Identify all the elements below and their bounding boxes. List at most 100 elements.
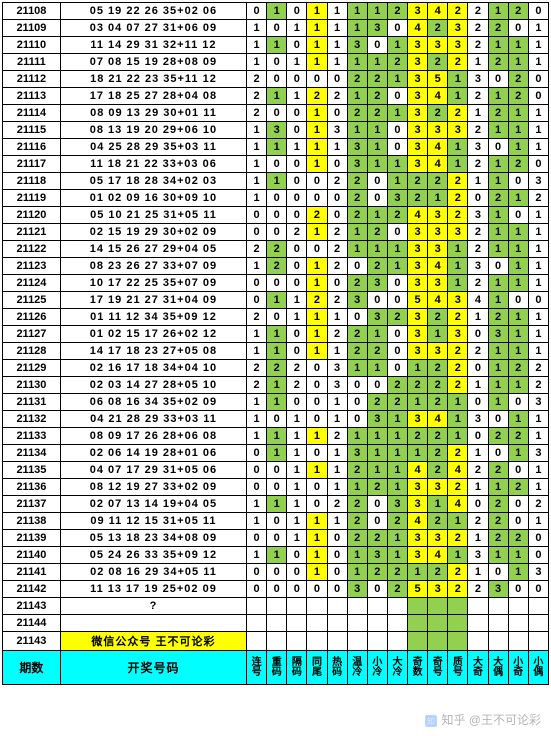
stat-cell: 2 bbox=[367, 105, 387, 122]
stat-cell: 3 bbox=[428, 275, 448, 292]
stat-cell: 1 bbox=[528, 309, 548, 326]
stat-cell bbox=[468, 615, 488, 632]
stat-cell: 1 bbox=[428, 326, 448, 343]
stat-cell: 1 bbox=[448, 411, 468, 428]
stat-cell: 1 bbox=[387, 37, 407, 54]
stat-cell: 2 bbox=[448, 54, 468, 71]
stat-cell: 2 bbox=[428, 564, 448, 581]
stat-cell: 0 bbox=[528, 71, 548, 88]
period-cell: 21136 bbox=[3, 479, 61, 496]
stat-header: 奇号 bbox=[428, 651, 448, 685]
stat-cell bbox=[307, 632, 327, 651]
stat-cell bbox=[347, 632, 367, 651]
stat-cell: 2 bbox=[488, 20, 508, 37]
stat-cell: 3 bbox=[448, 20, 468, 37]
stat-cell: 2 bbox=[408, 428, 428, 445]
stat-cell: 1 bbox=[307, 3, 327, 20]
stat-cell: 0 bbox=[387, 326, 407, 343]
data-row: 2112005 10 21 25 31+05 11000202124323101 bbox=[3, 207, 549, 224]
stat-cell: 1 bbox=[488, 547, 508, 564]
period-cell: 21131 bbox=[3, 394, 61, 411]
stat-cell: 3 bbox=[367, 547, 387, 564]
stat-cell: 2 bbox=[448, 105, 468, 122]
stat-cell: 1 bbox=[367, 139, 387, 156]
data-row: 2112701 02 15 17 26+02 12110122103130311 bbox=[3, 326, 549, 343]
stat-cell: 1 bbox=[528, 139, 548, 156]
stat-header: 隔码 bbox=[287, 651, 307, 685]
stat-cell: 1 bbox=[488, 156, 508, 173]
data-row: 2113905 13 18 23 34+08 09001102213321220 bbox=[3, 530, 549, 547]
stat-cell: 0 bbox=[287, 105, 307, 122]
stat-cell: 1 bbox=[287, 411, 307, 428]
period-cell: 21139 bbox=[3, 530, 61, 547]
period-cell: 21138 bbox=[3, 513, 61, 530]
stat-cell: 1 bbox=[528, 54, 548, 71]
stat-cell: 2 bbox=[488, 105, 508, 122]
stat-cell bbox=[347, 598, 367, 615]
stat-cell: 0 bbox=[327, 156, 347, 173]
stat-cell bbox=[367, 615, 387, 632]
stat-cell: 0 bbox=[307, 173, 327, 190]
period-cell: 21109 bbox=[3, 20, 61, 37]
stat-cell: 3 bbox=[428, 37, 448, 54]
stat-cell: 3 bbox=[387, 496, 407, 513]
stat-cell: 3 bbox=[347, 292, 367, 309]
stat-cell: 0 bbox=[287, 156, 307, 173]
lotto-cell: 01 02 15 17 26+02 12 bbox=[60, 326, 246, 343]
stat-cell: 1 bbox=[387, 479, 407, 496]
stat-cell: 0 bbox=[528, 547, 548, 564]
stat-cell: 1 bbox=[247, 496, 267, 513]
stat-cell: 2 bbox=[488, 54, 508, 71]
stat-header: 温冷 bbox=[347, 651, 367, 685]
stat-cell: 0 bbox=[267, 513, 287, 530]
stat-cell: 1 bbox=[528, 241, 548, 258]
data-row: 2110903 04 07 27 31+06 09101111304232201 bbox=[3, 20, 549, 37]
stat-cell: 2 bbox=[528, 190, 548, 207]
stat-cell: 1 bbox=[367, 122, 387, 139]
lotto-cell: 08 09 13 29 30+01 11 bbox=[60, 105, 246, 122]
stat-cell: 2 bbox=[428, 394, 448, 411]
stat-cell bbox=[408, 632, 428, 651]
stat-cell: 1 bbox=[247, 394, 267, 411]
stat-cell: 1 bbox=[287, 496, 307, 513]
stat-cell: 4 bbox=[428, 411, 448, 428]
stat-cell: 5 bbox=[428, 71, 448, 88]
period-cell: 21113 bbox=[3, 88, 61, 105]
stat-cell: 0 bbox=[307, 360, 327, 377]
stat-cell: 0 bbox=[327, 71, 347, 88]
stat-cell: 0 bbox=[367, 173, 387, 190]
lotto-cell: 06 08 16 34 35+02 09 bbox=[60, 394, 246, 411]
stat-cell: 1 bbox=[327, 479, 347, 496]
stat-cell: 2 bbox=[468, 275, 488, 292]
stat-cell: 4 bbox=[428, 3, 448, 20]
stat-cell: 1 bbox=[347, 88, 367, 105]
period-cell: 21124 bbox=[3, 275, 61, 292]
stat-cell: 2 bbox=[468, 122, 488, 139]
stat-cell: 0 bbox=[488, 258, 508, 275]
stat-cell: 3 bbox=[448, 326, 468, 343]
stat-cell: 0 bbox=[307, 241, 327, 258]
stat-cell: 1 bbox=[488, 241, 508, 258]
lotto-cell: 02 06 14 19 28+01 06 bbox=[60, 445, 246, 462]
lotto-cell: 09 11 12 15 31+05 11 bbox=[60, 513, 246, 530]
stat-cell: 2 bbox=[347, 105, 367, 122]
stat-cell: 1 bbox=[347, 241, 367, 258]
stat-cell: 3 bbox=[488, 581, 508, 598]
stat-cell: 1 bbox=[528, 343, 548, 360]
stat-cell bbox=[327, 615, 347, 632]
stat-cell: 0 bbox=[287, 207, 307, 224]
period-cell: 21127 bbox=[3, 326, 61, 343]
stat-cell: 2 bbox=[448, 530, 468, 547]
stat-cell: 2 bbox=[327, 258, 347, 275]
stat-cell: 1 bbox=[508, 309, 528, 326]
stat-cell: 2 bbox=[307, 207, 327, 224]
watermark-text: 知乎 @王不可论彩 bbox=[441, 713, 541, 727]
stat-cell: 0 bbox=[327, 564, 347, 581]
stat-cell: 1 bbox=[327, 343, 347, 360]
stat-cell: 2 bbox=[468, 462, 488, 479]
stat-cell: 3 bbox=[408, 71, 428, 88]
stat-cell: 0 bbox=[508, 292, 528, 309]
stat-cell: 1 bbox=[508, 445, 528, 462]
stat-cell: 1 bbox=[307, 156, 327, 173]
stat-cell: 1 bbox=[528, 462, 548, 479]
